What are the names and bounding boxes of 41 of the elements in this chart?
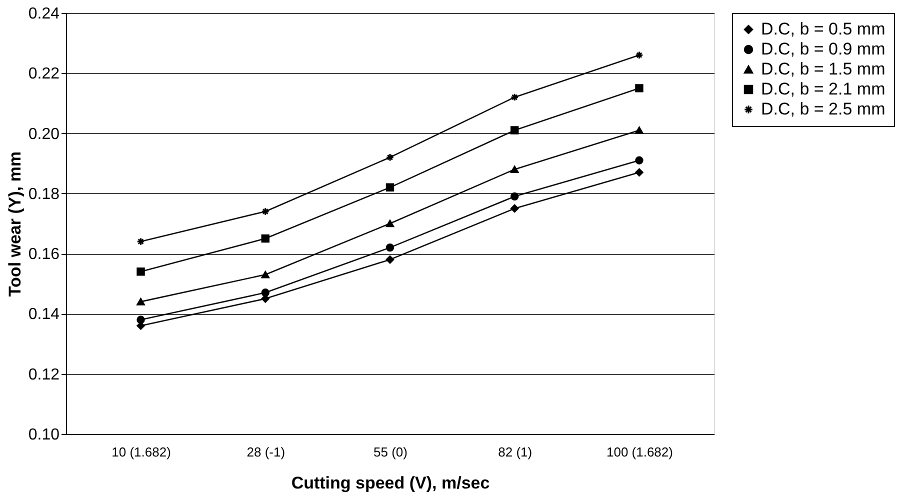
point (136, 298, 145, 306)
point (635, 156, 644, 164)
legend-label: D.C, b = 1.5 mm (761, 60, 886, 78)
x-tick-label: 55 (0) (374, 444, 408, 460)
x-axis-title: Cutting speed (V), m/sec (291, 474, 490, 492)
legend-label: D.C, b = 2.5 mm (761, 100, 886, 118)
legend-label: D.C, b = 2.1 mm (761, 80, 886, 98)
y-tick-label: 0.16 (28, 246, 60, 264)
point (261, 288, 270, 297)
point (136, 268, 145, 276)
point (386, 243, 394, 252)
y-tick-label: 0.10 (28, 426, 60, 444)
x-tick-label: 82 (1) (498, 444, 532, 460)
y-tick-label: 0.24 (28, 6, 60, 22)
legend-label: D.C, b = 0.9 mm (761, 40, 886, 58)
y-tick-label: 0.14 (28, 306, 60, 324)
x-tick-label: 100 (1.682) (606, 444, 673, 460)
point (386, 255, 394, 264)
y-tick-label: 0.20 (28, 126, 60, 143)
point (510, 126, 519, 134)
y-tick-label: 0.12 (28, 366, 60, 384)
y-axis-title: Tool wear (Y), mm (5, 151, 24, 297)
point (510, 192, 519, 201)
point (261, 234, 270, 243)
point (510, 93, 519, 102)
point (261, 270, 270, 278)
x-tick-label: 10 (1.682) (112, 444, 171, 460)
point (261, 207, 270, 216)
y-tick-label: 0.22 (28, 66, 60, 83)
point (510, 204, 519, 213)
point (635, 168, 644, 176)
y-tick-label: 0.18 (28, 186, 60, 203)
x-tick-label: 28 (-1) (246, 444, 286, 460)
point (136, 316, 145, 324)
point (386, 220, 394, 228)
point (386, 153, 394, 162)
point (635, 84, 644, 92)
legend-label: D.C, b = 0.5 mm (761, 20, 886, 38)
point (386, 183, 394, 192)
point (635, 126, 644, 134)
point (510, 166, 519, 174)
